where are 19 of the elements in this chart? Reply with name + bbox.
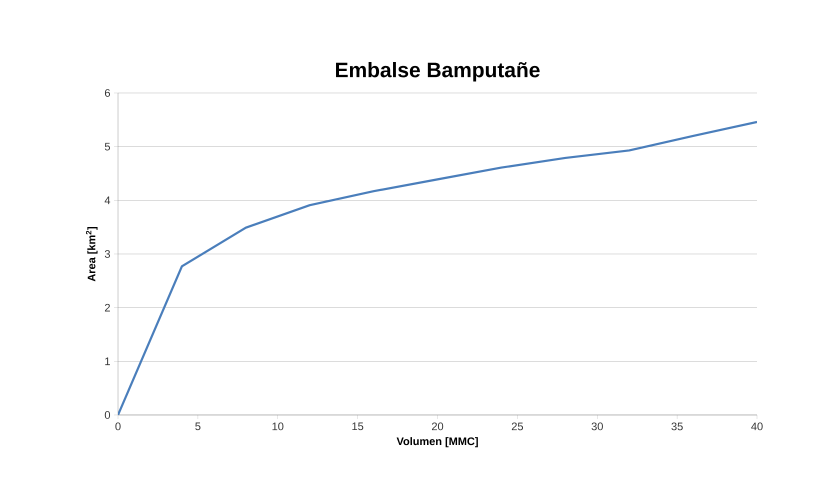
chart-title: Embalse Bamputañe xyxy=(336,62,540,82)
x-tick-label: 35 xyxy=(671,422,683,430)
y-tick-label: 6 xyxy=(104,89,110,97)
y-tick-label: 1 xyxy=(105,358,110,366)
x-tick-label: 0 xyxy=(115,422,121,430)
y-tick-label: 5 xyxy=(104,142,110,150)
x-axis-title: Volumen [MMC] xyxy=(396,437,478,448)
x-tick-label: 15 xyxy=(352,422,364,430)
x-tick-label: 10 xyxy=(272,422,284,430)
text: Area [km$^{2}$] xyxy=(86,226,98,282)
y-tick-label: 4 xyxy=(104,196,110,204)
x-tick-label: 30 xyxy=(592,422,603,430)
y-tick-label: 3 xyxy=(104,250,110,258)
x-tick-label: 25 xyxy=(512,422,524,430)
x-tick-label: 5 xyxy=(195,422,200,430)
y-tick-label: 2 xyxy=(104,304,110,312)
x-tick-label: 20 xyxy=(432,422,444,430)
x-tick-label: 40 xyxy=(751,422,763,430)
y-tick-label: 0 xyxy=(104,411,110,419)
